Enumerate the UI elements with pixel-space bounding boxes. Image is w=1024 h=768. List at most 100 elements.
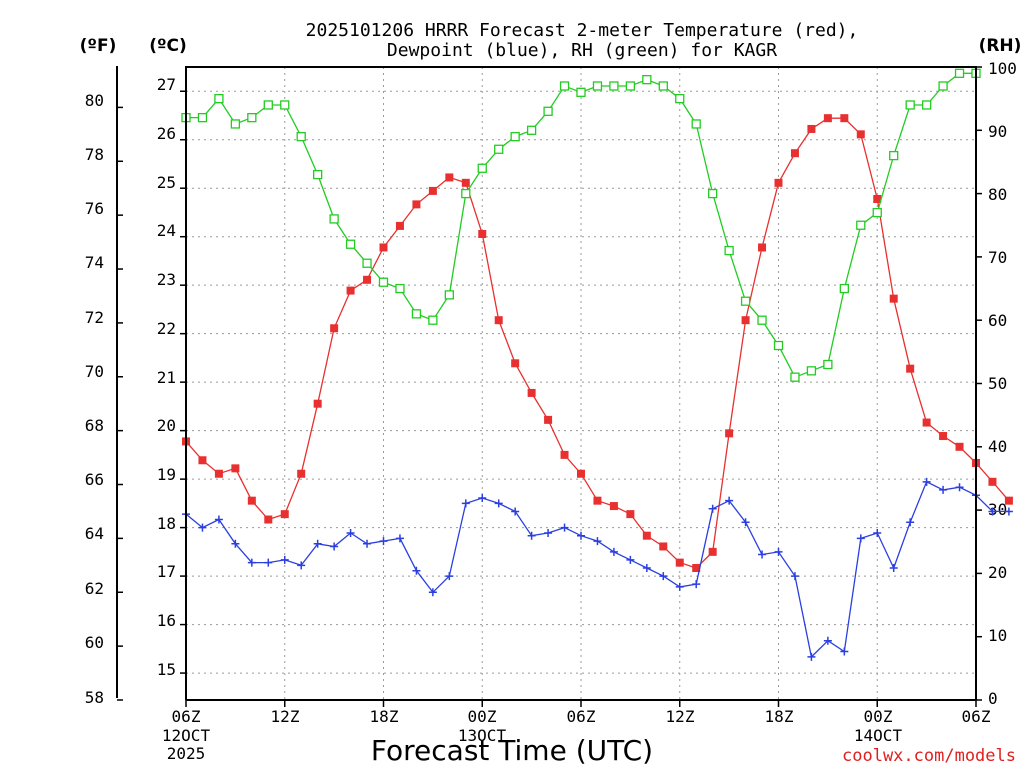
celsius-tick-label: 22 (157, 319, 176, 338)
rh-point (625, 81, 636, 91)
temperature-point (280, 510, 289, 519)
rh-point (263, 100, 273, 110)
temperature-point (1004, 496, 1013, 505)
dewpoint-point (560, 523, 569, 532)
chart-title-line2: Dewpoint (blue), RH (green) for KAGR (387, 40, 777, 61)
dewpoint-point (1004, 507, 1013, 516)
rh-tick-label: 90 (988, 122, 1007, 141)
temperature-point (692, 564, 701, 573)
dewpoint-point (692, 580, 701, 589)
rh-point (691, 119, 701, 129)
temperature-point (725, 429, 734, 438)
dewpoint-point (214, 515, 223, 524)
dewpoint-point (840, 647, 849, 656)
rh-point (954, 68, 965, 78)
dewpoint-point (675, 582, 684, 591)
rh-point (708, 188, 718, 199)
dewpoint-point (790, 572, 799, 581)
dewpoint-point (626, 555, 635, 564)
rh-point (378, 277, 389, 287)
temperature-point (939, 432, 948, 441)
rh-point (642, 75, 652, 85)
x-axis-title: Forecast Time (UTC) (371, 734, 653, 767)
temperature-point (198, 456, 207, 465)
fahrenheit-tick-label: 76 (85, 199, 104, 218)
temperature-point (642, 531, 651, 540)
rh-point (395, 283, 405, 294)
x-tick-label: 06Z (567, 707, 596, 726)
x-date-label: 12OCT (162, 726, 211, 745)
rh-point (345, 239, 356, 249)
rh-point (214, 94, 224, 104)
dewpoint-point (231, 539, 240, 548)
rh-point (806, 366, 817, 376)
temperature-point (906, 364, 915, 373)
dewpoint-point (774, 547, 783, 556)
temperature-point (593, 496, 602, 505)
series-2-meter-temperature (182, 114, 1013, 573)
rh-point (444, 290, 454, 300)
temperature-point (231, 464, 240, 473)
rh-point (740, 296, 751, 306)
x-tick-label: 00Z (864, 707, 893, 726)
dewpoint-point (807, 652, 816, 661)
rh-point (856, 220, 866, 230)
dewpoint-point (379, 537, 388, 546)
rh-point (428, 315, 438, 325)
dewpoint-point (856, 534, 865, 543)
dewpoint-point (741, 518, 750, 527)
temperature-point (412, 200, 421, 209)
fahrenheit-tick-label: 74 (85, 253, 104, 272)
temperature-point (428, 186, 437, 195)
dewpoint-point (264, 558, 273, 567)
rh-point (411, 309, 422, 319)
dewpoint-point (758, 550, 767, 559)
temperature-point (577, 469, 585, 478)
rh-point (790, 372, 800, 382)
fahrenheit-tick-label: 60 (85, 633, 104, 652)
rh-point (938, 81, 948, 91)
temperature-point (988, 477, 997, 486)
dewpoint-point (412, 566, 421, 575)
x-date-label: 14OCT (854, 726, 903, 745)
temperature-point (609, 502, 618, 511)
fahrenheit-tick-label: 80 (85, 91, 104, 110)
rh-point (724, 245, 734, 256)
temperature-point (741, 316, 750, 325)
celsius-tick-label: 15 (157, 660, 176, 679)
x-tick-label: 12Z (666, 707, 695, 726)
temperature-point (478, 230, 487, 239)
fahrenheit-tick-label: 58 (85, 688, 104, 707)
rh-point (921, 100, 932, 110)
dewpoint-point (395, 534, 404, 543)
dewpoint-point (988, 507, 997, 516)
x-tick-label: 18Z (765, 707, 794, 726)
rh-point (247, 112, 257, 123)
temperature-point (461, 178, 470, 187)
temperature-point (247, 496, 256, 505)
x-tick-label: 12Z (271, 707, 300, 726)
temperature-point (774, 178, 783, 187)
series-dewpoint (182, 477, 1013, 661)
rh-point (477, 163, 487, 173)
rh-unit-label: (RH) (979, 36, 1022, 56)
rh-tick-label: 40 (988, 437, 1007, 456)
rh-point (823, 359, 833, 370)
fahrenheit-tick-label: 62 (85, 579, 104, 598)
temperature-point (511, 359, 520, 368)
rh-point (905, 100, 915, 110)
dewpoint-point (247, 558, 256, 567)
rh-point (461, 188, 471, 199)
rh-point (773, 340, 784, 351)
temperature-point (840, 114, 849, 123)
rh-point (526, 125, 537, 135)
x-year-label: 2025 (167, 744, 206, 763)
celsius-tick-label: 23 (157, 270, 176, 289)
dewpoint-point (428, 588, 437, 597)
celsius-tick-label: 21 (157, 368, 176, 387)
temperature-point (363, 275, 372, 284)
rh-point (510, 131, 520, 142)
rh-tick-label: 0 (988, 689, 998, 708)
rh-point (872, 207, 882, 218)
